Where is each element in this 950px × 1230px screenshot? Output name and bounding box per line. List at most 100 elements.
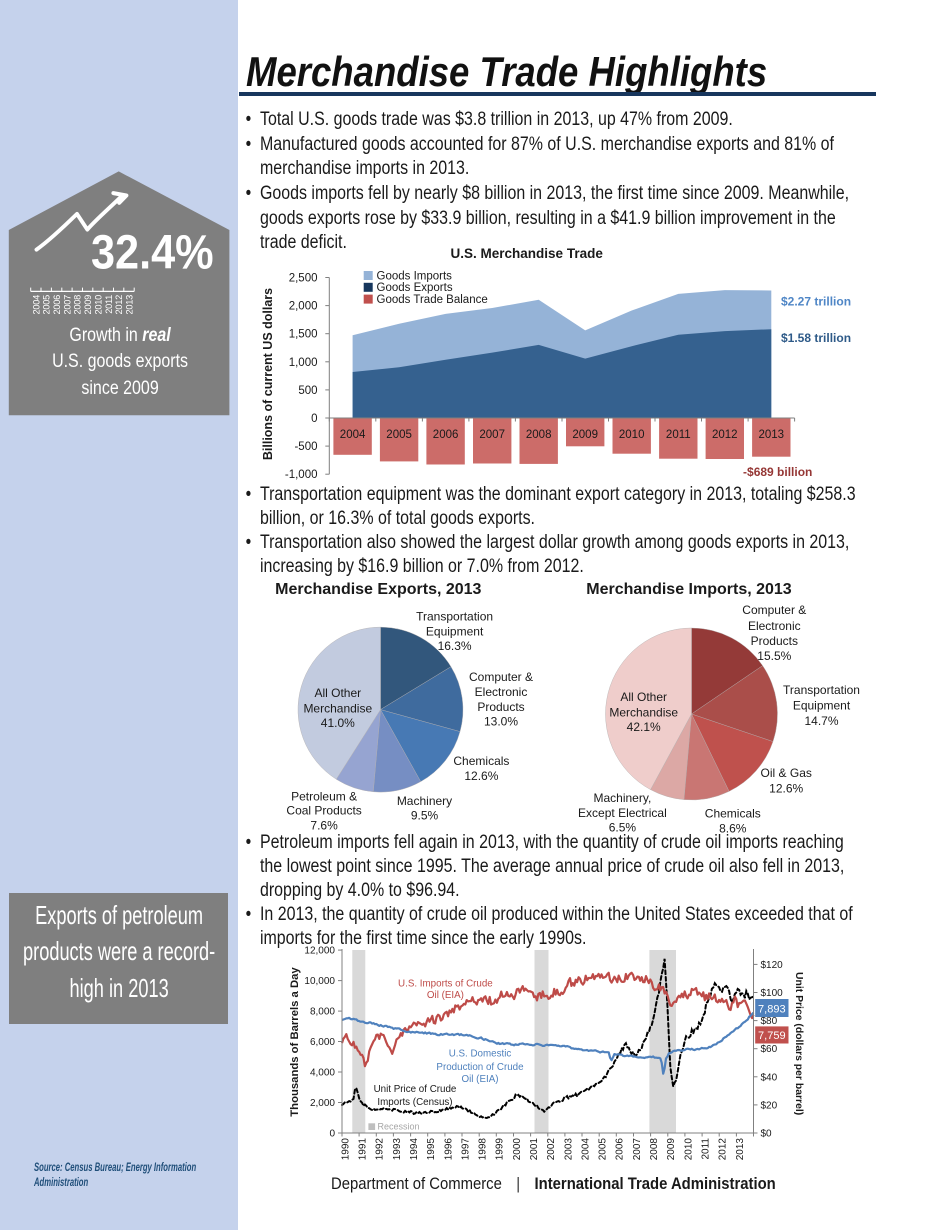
svg-text:Merchandise: Merchandise bbox=[303, 701, 372, 715]
svg-text:2001: 2001 bbox=[529, 1138, 540, 1161]
svg-text:2,500: 2,500 bbox=[289, 273, 318, 285]
svg-text:Transportation: Transportation bbox=[783, 683, 860, 697]
svg-text:Transportation: Transportation bbox=[416, 610, 493, 624]
svg-text:Oil (EIA): Oil (EIA) bbox=[461, 1074, 498, 1085]
svg-text:Except Electrical: Except Electrical bbox=[578, 806, 667, 820]
svg-text:7.6%: 7.6% bbox=[310, 819, 338, 833]
svg-text:1,500: 1,500 bbox=[289, 329, 318, 341]
svg-text:$20: $20 bbox=[761, 1100, 778, 1111]
svg-text:Chemicals: Chemicals bbox=[705, 806, 761, 820]
svg-text:1994: 1994 bbox=[409, 1138, 420, 1161]
svg-text:16.3%: 16.3% bbox=[438, 639, 472, 653]
svg-text:1995: 1995 bbox=[426, 1138, 437, 1161]
svg-text:All Other: All Other bbox=[620, 690, 667, 704]
svg-text:12.6%: 12.6% bbox=[769, 782, 803, 796]
svg-text:1993: 1993 bbox=[392, 1138, 403, 1161]
svg-text:2004: 2004 bbox=[340, 429, 366, 441]
svg-text:2012: 2012 bbox=[712, 429, 738, 441]
svg-text:1991: 1991 bbox=[358, 1138, 369, 1161]
svg-text:$0: $0 bbox=[761, 1129, 773, 1140]
svg-text:4,000: 4,000 bbox=[310, 1068, 335, 1079]
svg-text:1997: 1997 bbox=[460, 1138, 471, 1161]
svg-text:9.5%: 9.5% bbox=[411, 809, 439, 823]
svg-text:13.0%: 13.0% bbox=[484, 715, 518, 729]
svg-text:Goods Exports: Goods Exports bbox=[377, 282, 453, 294]
svg-text:2010: 2010 bbox=[619, 429, 645, 441]
svg-text:Oil & Gas: Oil & Gas bbox=[761, 766, 812, 780]
svg-text:Equipment: Equipment bbox=[426, 625, 484, 639]
svg-text:2003: 2003 bbox=[563, 1138, 574, 1161]
svg-text:1998: 1998 bbox=[478, 1138, 489, 1161]
svg-text:Electronic: Electronic bbox=[748, 619, 801, 633]
svg-text:2011: 2011 bbox=[701, 1138, 712, 1160]
svg-text:Computer &: Computer & bbox=[469, 670, 533, 684]
svg-text:14.7%: 14.7% bbox=[804, 714, 838, 728]
svg-text:Unit Price (dollars per barrel: Unit Price (dollars per barrel) bbox=[793, 972, 804, 1115]
svg-text:42.1%: 42.1% bbox=[627, 720, 661, 734]
svg-text:Merchandise Imports, 2013: Merchandise Imports, 2013 bbox=[586, 581, 792, 598]
svg-text:U.S. Domestic: U.S. Domestic bbox=[449, 1049, 512, 1060]
svg-text:32.4%: 32.4% bbox=[91, 224, 214, 279]
svg-text:2010: 2010 bbox=[93, 295, 103, 315]
svg-text:Goods Trade Balance: Goods Trade Balance bbox=[377, 294, 488, 306]
svg-text:-$689 billion: -$689 billion bbox=[743, 465, 812, 479]
svg-text:1999: 1999 bbox=[495, 1138, 506, 1161]
svg-text:10,000: 10,000 bbox=[304, 976, 335, 987]
svg-text:All Other: All Other bbox=[314, 686, 361, 700]
svg-text:Chemicals: Chemicals bbox=[453, 754, 509, 768]
svg-text:2007: 2007 bbox=[632, 1138, 643, 1161]
svg-text:Oil (EIA): Oil (EIA) bbox=[427, 990, 464, 1001]
svg-text:Unit Price of Crude: Unit Price of Crude bbox=[374, 1084, 457, 1095]
svg-text:1,000: 1,000 bbox=[289, 357, 318, 369]
svg-text:2011: 2011 bbox=[666, 429, 691, 441]
svg-text:2005: 2005 bbox=[42, 295, 52, 315]
svg-text:2005: 2005 bbox=[598, 1138, 609, 1161]
svg-text:2,000: 2,000 bbox=[310, 1098, 335, 1109]
svg-text:1996: 1996 bbox=[443, 1138, 454, 1161]
svg-text:2007: 2007 bbox=[62, 295, 72, 315]
svg-text:Recession: Recession bbox=[378, 1122, 420, 1132]
svg-text:6,000: 6,000 bbox=[310, 1037, 335, 1048]
svg-text:2004: 2004 bbox=[31, 295, 41, 315]
svg-text:2008: 2008 bbox=[73, 295, 83, 315]
svg-text:2009: 2009 bbox=[572, 429, 598, 441]
svg-text:Electronic: Electronic bbox=[475, 685, 528, 699]
svg-text:Goods Imports: Goods Imports bbox=[377, 270, 453, 282]
svg-text:2012: 2012 bbox=[114, 295, 124, 315]
svg-text:Products: Products bbox=[751, 634, 798, 648]
svg-text:Thousands of Barrels a Day: Thousands of Barrels a Day bbox=[289, 967, 301, 1117]
svg-text:2,000: 2,000 bbox=[289, 301, 318, 313]
svg-text:2006: 2006 bbox=[52, 295, 62, 315]
svg-text:7,759: 7,759 bbox=[758, 1030, 786, 1042]
svg-text:2004: 2004 bbox=[580, 1138, 591, 1161]
svg-text:$80: $80 bbox=[761, 1016, 778, 1027]
svg-text:$40: $40 bbox=[761, 1072, 778, 1083]
svg-text:2012: 2012 bbox=[718, 1138, 729, 1161]
svg-text:Merchandise: Merchandise bbox=[609, 705, 678, 719]
svg-text:$100: $100 bbox=[761, 988, 784, 999]
svg-text:Products: Products bbox=[477, 700, 524, 714]
svg-text:$2.27 trillion: $2.27 trillion bbox=[781, 294, 851, 308]
svg-text:Computer &: Computer & bbox=[742, 603, 806, 617]
svg-text:U.S. Merchandise Trade: U.S. Merchandise Trade bbox=[451, 246, 604, 261]
svg-text:Merchandise Exports, 2013: Merchandise Exports, 2013 bbox=[275, 581, 481, 598]
svg-text:Equipment: Equipment bbox=[793, 698, 851, 712]
svg-text:2007: 2007 bbox=[479, 429, 505, 441]
svg-text:0: 0 bbox=[329, 1129, 335, 1140]
svg-text:2013: 2013 bbox=[735, 1138, 746, 1161]
svg-text:500: 500 bbox=[298, 385, 317, 397]
svg-text:Machinery: Machinery bbox=[397, 794, 452, 808]
svg-text:$120: $120 bbox=[761, 960, 784, 971]
svg-text:0: 0 bbox=[311, 413, 317, 425]
svg-text:Machinery,: Machinery, bbox=[594, 791, 652, 805]
svg-text:6.5%: 6.5% bbox=[609, 820, 637, 834]
svg-text:-1,000: -1,000 bbox=[285, 469, 318, 480]
svg-text:-500: -500 bbox=[294, 441, 317, 453]
svg-text:2006: 2006 bbox=[433, 429, 459, 441]
svg-text:41.0%: 41.0% bbox=[321, 716, 355, 730]
svg-text:2006: 2006 bbox=[615, 1138, 626, 1161]
svg-text:2000: 2000 bbox=[512, 1138, 523, 1161]
svg-text:U.S. Imports of Crude: U.S. Imports of Crude bbox=[398, 978, 493, 989]
svg-text:12.6%: 12.6% bbox=[464, 769, 498, 783]
svg-text:1990: 1990 bbox=[340, 1138, 351, 1161]
